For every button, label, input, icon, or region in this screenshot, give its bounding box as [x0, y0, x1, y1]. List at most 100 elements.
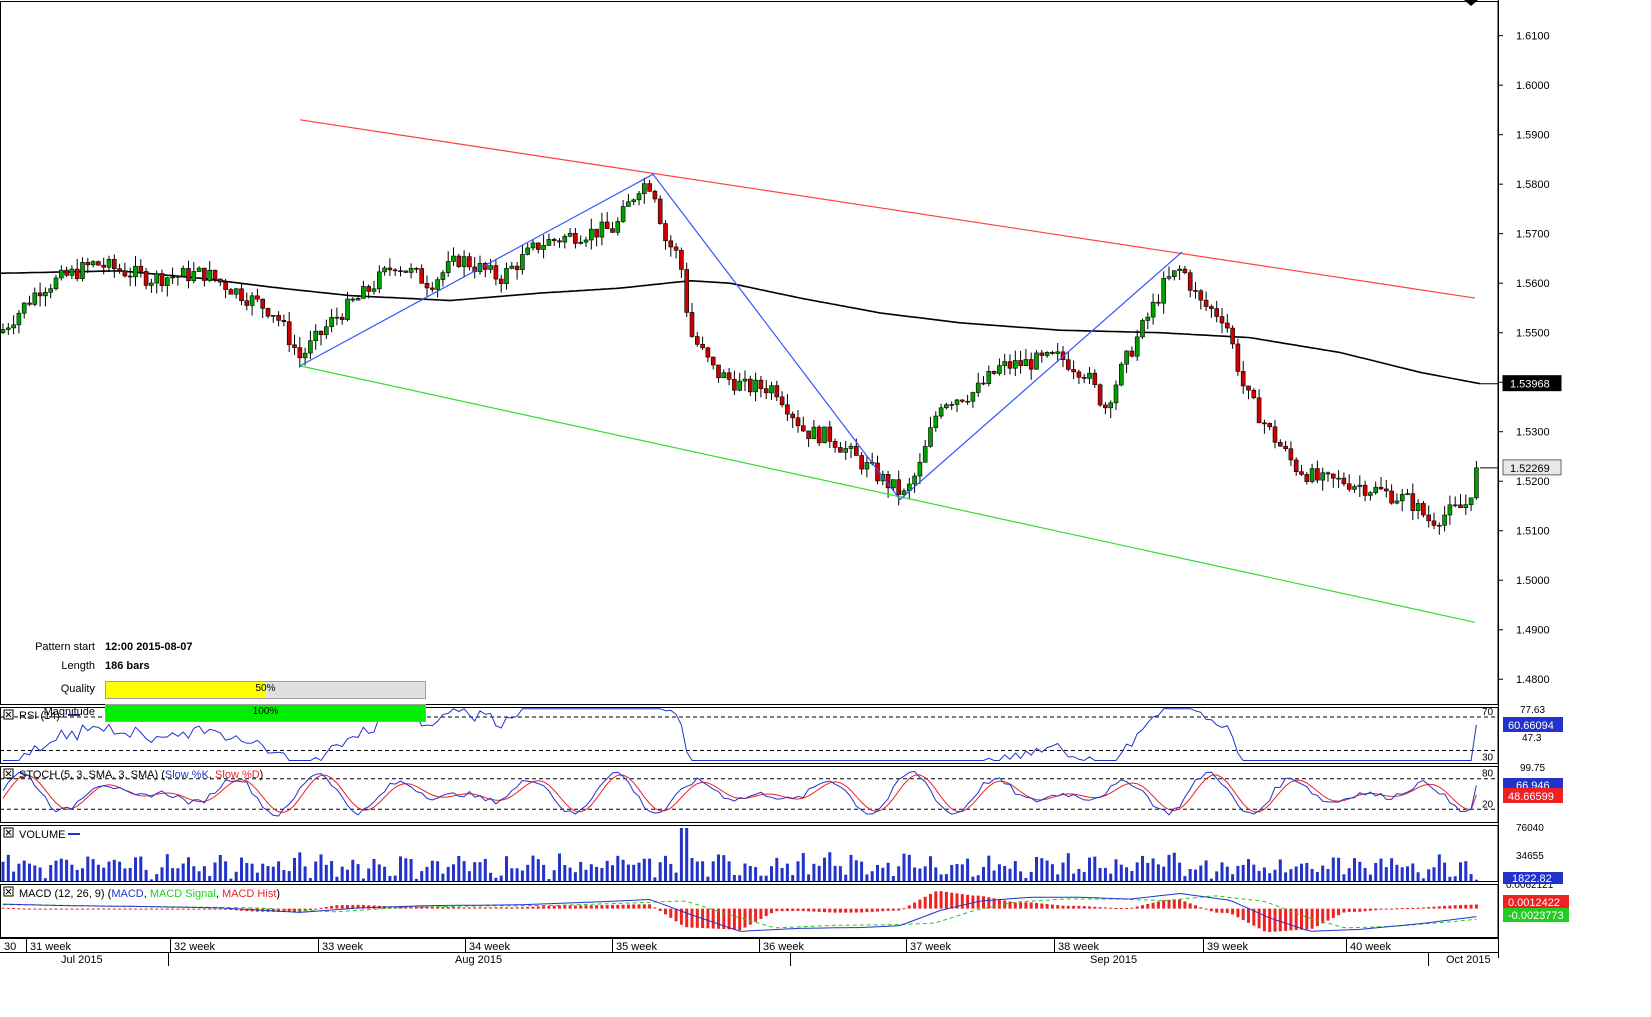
last-price-label: 1.52269 — [1502, 459, 1562, 476]
volume-bar — [775, 857, 779, 881]
macd-hist-bar — [923, 896, 927, 909]
candle-body — [1267, 423, 1272, 428]
macd-hist-bar — [542, 906, 546, 909]
macd-hist-bar — [1437, 906, 1441, 909]
candle — [186, 260, 191, 289]
candle — [461, 250, 467, 278]
candle — [1384, 479, 1389, 498]
macd-hist-bar — [717, 908, 720, 929]
volume-bar — [452, 864, 455, 881]
macd-hist-bar — [1024, 902, 1028, 909]
candle — [599, 212, 605, 246]
macd-hist-bar — [1040, 903, 1044, 909]
volume-bar — [891, 876, 895, 881]
volume-bar — [600, 867, 604, 881]
macd-hist-bar — [293, 908, 296, 913]
candle — [106, 255, 112, 273]
candle — [429, 282, 435, 293]
candle — [631, 198, 637, 206]
candle — [440, 270, 446, 287]
volume-bar — [1363, 867, 1367, 881]
volume-bar — [637, 862, 641, 881]
volume-bar — [1056, 874, 1060, 881]
macd-title-end: ) — [276, 888, 280, 900]
candle-body — [1362, 484, 1368, 496]
candle — [1087, 367, 1092, 385]
volume-bar — [171, 868, 175, 881]
candle-body — [710, 356, 716, 366]
macd-hist-bar — [785, 908, 789, 912]
volume-bar — [701, 861, 705, 881]
candle-body — [1203, 299, 1209, 307]
macd-hist-bar — [1236, 908, 1240, 918]
candle-body — [673, 246, 679, 251]
volume-bar — [1315, 872, 1319, 881]
volume-bar — [1093, 856, 1097, 881]
candle-body — [700, 344, 705, 349]
volume-bar — [748, 865, 752, 881]
candle-body — [11, 324, 16, 329]
macd-hist-bar — [494, 907, 498, 909]
candle-body — [583, 239, 589, 243]
candle-body — [361, 286, 366, 299]
volume-bar — [1061, 862, 1065, 881]
volume-bar — [844, 874, 848, 881]
candle — [1039, 349, 1045, 363]
macd-signal-line — [3, 895, 1477, 929]
candle — [260, 298, 266, 318]
candle-body — [1012, 360, 1018, 369]
macd-hist-bar — [1231, 908, 1235, 915]
candle — [1076, 369, 1082, 385]
candle — [838, 442, 843, 453]
candle — [53, 274, 59, 291]
candle-body — [1246, 385, 1251, 391]
candle — [922, 439, 928, 463]
candle — [112, 254, 117, 278]
candle — [1325, 471, 1331, 482]
candle-body — [1399, 494, 1405, 502]
candle — [1421, 500, 1426, 518]
macd-hist-bar — [1199, 907, 1203, 909]
volume-bar — [462, 861, 466, 881]
macd-hist-bar — [192, 908, 196, 910]
macd-hist-bar — [1400, 908, 1404, 910]
candle-body — [657, 198, 663, 224]
candle-body — [440, 272, 446, 280]
candle — [361, 280, 366, 299]
macd-hist-bar — [1459, 905, 1462, 909]
candle-body — [323, 326, 329, 336]
candle — [90, 260, 96, 268]
candle — [1081, 373, 1087, 384]
volume-bar — [1194, 869, 1197, 881]
macd-hist-bar — [1098, 907, 1102, 909]
candle-body — [1161, 278, 1166, 304]
macd-value-box — [1503, 908, 1569, 922]
volume-bar — [1459, 862, 1462, 881]
candle — [689, 302, 695, 338]
volume-bar — [1077, 868, 1081, 881]
volume-bar — [1262, 867, 1266, 881]
candle-body — [313, 330, 319, 342]
volume-bar — [1284, 872, 1288, 881]
macd-hist-bar — [165, 908, 169, 910]
rsi-close-icon — [3, 709, 14, 720]
macd-hist-bar — [780, 908, 784, 912]
volume-bar — [128, 867, 132, 881]
volume-bar — [266, 866, 270, 881]
volume-bar — [838, 866, 842, 881]
macd-hist-bar — [1, 907, 5, 909]
rsi-value-box — [1503, 717, 1563, 732]
volume-bar — [801, 853, 805, 881]
candle — [657, 195, 663, 225]
volume-bar — [674, 872, 678, 881]
macd-hist-bar — [1209, 908, 1213, 912]
macd-hist-bar — [621, 904, 625, 909]
macd-hist-bar — [1315, 908, 1319, 927]
candle — [816, 425, 822, 447]
week-label: 38 week — [1058, 941, 1099, 953]
macd-hist-bar — [399, 906, 402, 909]
volume-bar — [1453, 876, 1457, 881]
ma-value-label: 1.53968 — [1502, 375, 1562, 392]
volume-bar — [1326, 868, 1330, 881]
